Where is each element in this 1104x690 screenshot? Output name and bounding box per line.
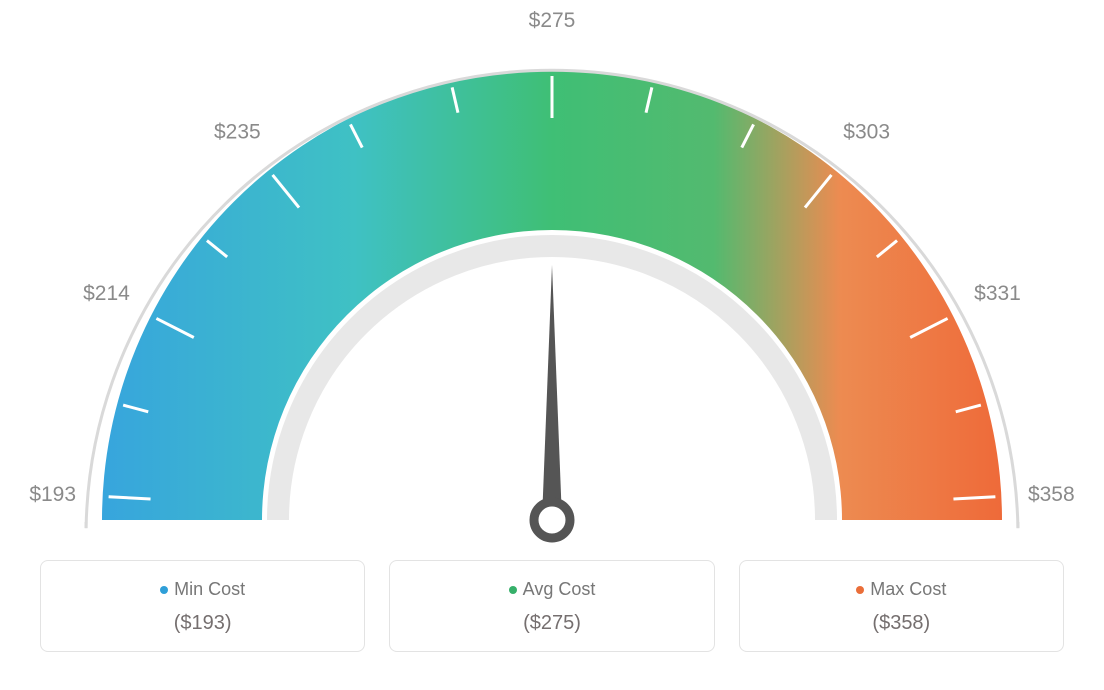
max-cost-label: Max Cost [870, 579, 946, 599]
avg-cost-label: Avg Cost [523, 579, 596, 599]
max-cost-title: Max Cost [750, 579, 1053, 600]
svg-text:$214: $214 [83, 282, 130, 305]
max-cost-value: ($358) [750, 612, 1053, 635]
svg-text:$358: $358 [1028, 483, 1075, 506]
svg-text:$235: $235 [214, 120, 261, 143]
min-cost-card: Min Cost ($193) [40, 560, 365, 652]
gauge-container: $193 $214 $235 $275 $303 $331 $358 [0, 0, 1104, 560]
min-cost-title: Min Cost [51, 579, 354, 600]
gauge-chart: $193 $214 $235 $275 $303 $331 $358 [0, 0, 1104, 560]
avg-cost-title: Avg Cost [400, 579, 703, 600]
svg-text:$303: $303 [843, 120, 890, 143]
summary-cards: Min Cost ($193) Avg Cost ($275) Max Cost… [0, 560, 1104, 672]
avg-cost-card: Avg Cost ($275) [389, 560, 714, 652]
dot-icon [856, 586, 864, 594]
min-cost-label: Min Cost [174, 579, 245, 599]
avg-cost-value: ($275) [400, 612, 703, 635]
min-cost-value: ($193) [51, 612, 354, 635]
dot-icon [160, 586, 168, 594]
svg-text:$331: $331 [974, 282, 1021, 305]
svg-text:$275: $275 [529, 9, 576, 32]
svg-text:$193: $193 [29, 483, 76, 506]
dot-icon [509, 586, 517, 594]
max-cost-card: Max Cost ($358) [739, 560, 1064, 652]
